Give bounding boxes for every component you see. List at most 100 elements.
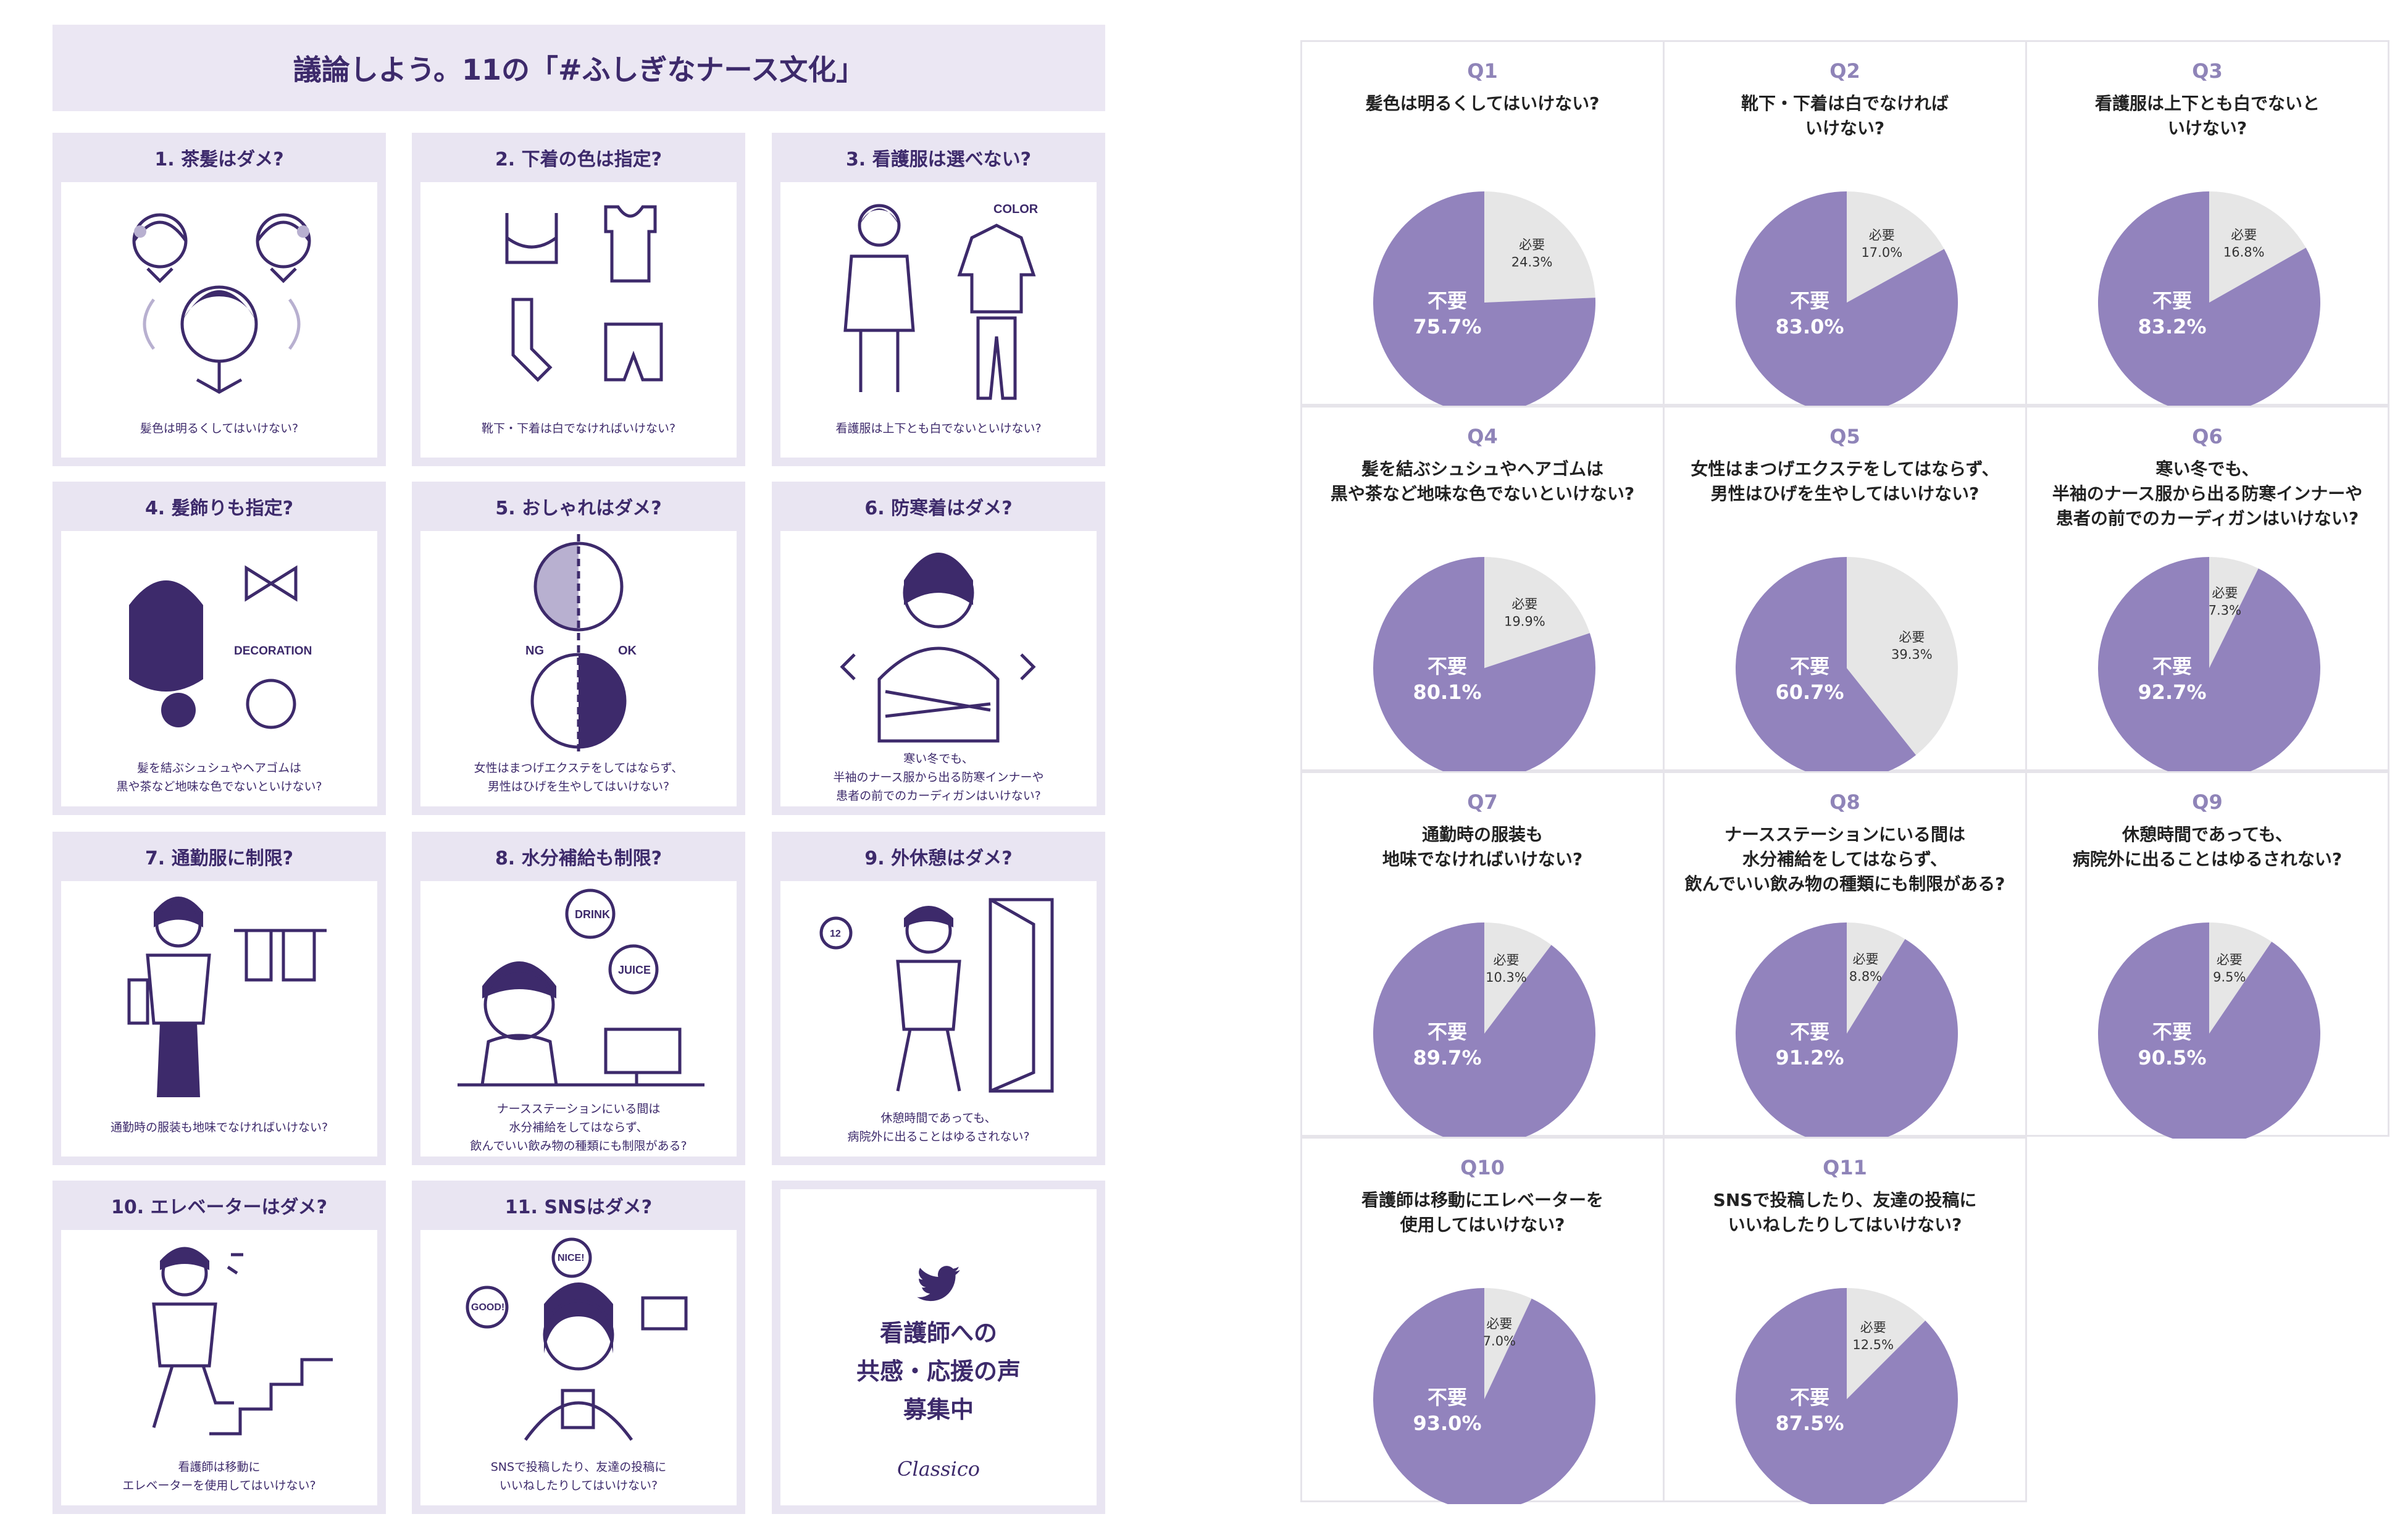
hair-accessory-illustration-icon: DECORATION [129,565,312,729]
card-caption: 女性はまつげエクステをしてはならず、 男性はひげを生やしてはいけない? [474,761,684,793]
pie-chart-q9: Q9 休憩時間であっても、 病院外に出ることはゆるされない? 必要 9.5% 不要 90.… [2025,771,2389,1139]
question-number: Q9 [2192,790,2223,814]
card-body: 髪色は明るくしてはいけない? [61,182,377,458]
slice-value-unnecessary: 83.2% [2138,315,2206,338]
card-caption: 髪色は明るくしてはいけない? [140,422,299,435]
slice-label-necessary: 必要 [1486,1316,1512,1331]
pie-slice-unnecessary [1373,191,1595,408]
card-body: 通勤時の服装も地味でなければいけない? [61,881,377,1156]
question-text: 休憩時間であっても、 病院外に出ることはゆるされない? [2072,824,2343,869]
pie-chart-q11: Q11 SNSで投稿したり、友達の投稿に いいねしたりしてはいけない? 必要 12.5… [1663,1137,2027,1504]
drinking-nurse-illustration-icon: DRINK JUICE [458,889,704,1087]
card-body: COLOR 看護服は上下とも白でないといけない? [780,182,1097,458]
slice-value-unnecessary: 90.5% [2138,1046,2206,1069]
slice-value-unnecessary: 87.5% [1775,1412,1844,1435]
brand-logo: Classico [897,1457,980,1481]
question-number: Q5 [1829,425,1860,448]
slice-label-unnecessary: 不要 [2152,1020,2192,1044]
pie-chart-q2: Q2 靴下・下着は白でなければ いけない? 必要 17.0% 不要 83.0% [1663,40,2027,408]
slice-label-unnecessary: 不要 [1790,1386,1829,1409]
question-text: 看護服は上下とも白でないと いけない? [2094,93,2320,138]
slice-label-necessary: 必要 [2231,228,2257,243]
slice-label-necessary: 必要 [1852,952,1878,967]
topic-card-commute-clothes: 7. 通勤服に制限? 通勤時の服装も地味でなければいけない? [52,832,386,1165]
question-number: Q1 [1467,59,1498,83]
topic-card-hair-color: 1. 茶髪はダメ? 髪色は明るくしてはいけない? [52,133,386,466]
ng-ok-face-illustration-icon: NG OK [525,534,637,756]
question-number: Q11 [1823,1156,1867,1179]
card-title: 9. 外休憩はダメ? [864,848,1013,869]
card-body: 12 休憩時間であっても、 病院外に出ることはゆるされない? [780,881,1097,1156]
pie-chart-q8: Q8 ナースステーションにいる間は 水分補給をしてはならず、 飲んでいい飲み物の種… [1663,771,2027,1139]
topic-card-fashion: 5. おしゃれはダメ? NG OK 女性はまつげエクステをしてはならず、 男性は… [412,482,745,815]
card-title: 4. 髪飾りも指定? [144,498,294,519]
card-caption: ナースステーションにいる間は 水分補給をしてはならず、 飲んでいい飲み物の種類に… [470,1102,687,1153]
question-text: 通勤時の服装も 地味でなければいけない? [1382,824,1583,869]
topic-card-elevator: 10. エレベーターはダメ? 看護師は移動に エレベーターを使用してはいけない? [52,1181,386,1514]
slice-label-necessary: 必要 [1869,228,1895,243]
slice-label-unnecessary: 不要 [1428,289,1467,312]
slice-label-unnecessary: 不要 [1790,289,1829,312]
clock-label: 12 [830,929,841,939]
card-title: 2. 下着の色は指定? [495,149,663,170]
slice-label-unnecessary: 不要 [2152,289,2192,312]
slice-label-unnecessary: 不要 [1790,1020,1829,1044]
pie-chart-svg: 必要 16.8% 不要 83.2% [2098,191,2320,408]
question-number: Q8 [1829,790,1860,814]
pie-slice-necessary [1847,1288,1926,1399]
nurse-uniform-illustration-icon: COLOR [843,203,1039,400]
card-caption: 看護服は上下とも白でないといけない? [835,422,1042,435]
card-body: NICE! GOOD! SNSで投稿したり、友達の投稿に いいねしたりしてはいけ… [420,1230,737,1505]
cta-message: 看護師への 共感・応援の声 募集中 [856,1320,1021,1423]
twitter-bird-icon [917,1266,960,1302]
card-title: 3. 看護服は選べない? [845,149,1032,170]
pie-slice-necessary [1484,191,1595,303]
card-body: DRINK JUICE ナースステーションにいる間は 水分補給をしてはならず、 … [420,881,737,1156]
slice-label-necessary: 必要 [2217,952,2243,967]
card-title: 7. 通勤服に制限? [144,848,294,869]
decoration-label: DECORATION [234,645,312,658]
slice-label-unnecessary: 不要 [1428,1386,1467,1409]
slice-label-unnecessary: 不要 [2152,655,2192,678]
topic-card-hydration: 8. 水分補給も制限? DRINK JUICE ナースステーションにいる間は 水… [412,832,745,1165]
topic-card-cold-weather: 6. 防寒着はダメ? 寒い冬でも、 半袖のナース服から出る防寒インナーや 患者の… [772,482,1105,815]
slice-label-unnecessary: 不要 [1790,655,1829,678]
pie-slice-unnecessary [1373,1288,1595,1504]
slice-label-necessary: 必要 [1511,597,1537,612]
hair-color-illustration-icon [132,213,311,394]
slice-label-necessary: 必要 [1519,237,1545,252]
card-body: DECORATION 髪を結ぶシュシュやヘアゴムは 黒や茶など地味な色でないとい… [61,531,377,806]
slice-value-necessary: 9.5% [2213,969,2246,984]
pie-slice-unnecessary [1736,191,1958,408]
topic-card-underwear-color: 2. 下着の色は指定? 靴下・下着は白でなければいけない? [412,133,745,466]
slice-value-necessary: 7.0% [1483,1334,1516,1349]
ok-label: OK [618,644,637,658]
slice-value-necessary: 24.3% [1511,254,1553,269]
card-caption: 看護師は移動に エレベーターを使用してはいけない? [122,1460,316,1492]
cta-card: 看護師への 共感・応援の声 募集中 Classico [772,1181,1105,1514]
card-title: 8. 水分補給も制限? [495,848,663,869]
pie-slice-necessary [2209,557,2259,668]
pie-chart-q1: Q1 髪色は明るくしてはいけない? 必要 24.3% 不要 75.7% [1300,40,1665,408]
card-caption: 寒い冬でも、 半袖のナース服から出る防寒インナーや 患者の前でのカーディガンはい… [833,752,1044,803]
slice-value-unnecessary: 92.7% [2138,680,2206,704]
card-caption: 通勤時の服装も地味でなければいけない? [110,1121,328,1134]
pie-slice-unnecessary [1736,1288,1958,1504]
ng-label: NG [525,644,544,658]
topic-card-outdoor-break: 9. 外休憩はダメ? 12 休憩時間であっても、 病院外に出ることはゆるされない… [772,832,1105,1165]
slice-value-necessary: 19.9% [1504,614,1545,629]
pie-slice-unnecessary [1373,922,1595,1139]
pie-slice-unnecessary [1736,922,1958,1139]
pie-chart-svg: 必要 12.5% 不要 87.5% [1736,1288,1958,1504]
shivering-nurse-illustration-icon [840,553,1036,743]
slice-label-necessary: 必要 [1493,953,1519,968]
question-text: 髪色は明るくしてはいけない? [1365,93,1600,114]
slice-label-necessary: 必要 [1899,630,1925,645]
pie-slice-unnecessary [2098,922,2320,1139]
card-caption: SNSで投稿したり、友達の投稿に いいねしたりしてはいけない? [490,1460,667,1492]
pie-chart-q3: Q3 看護服は上下とも白でないと いけない? 必要 16.8% 不要 83.2% [2025,40,2389,408]
slice-label-necessary: 必要 [1860,1320,1886,1335]
